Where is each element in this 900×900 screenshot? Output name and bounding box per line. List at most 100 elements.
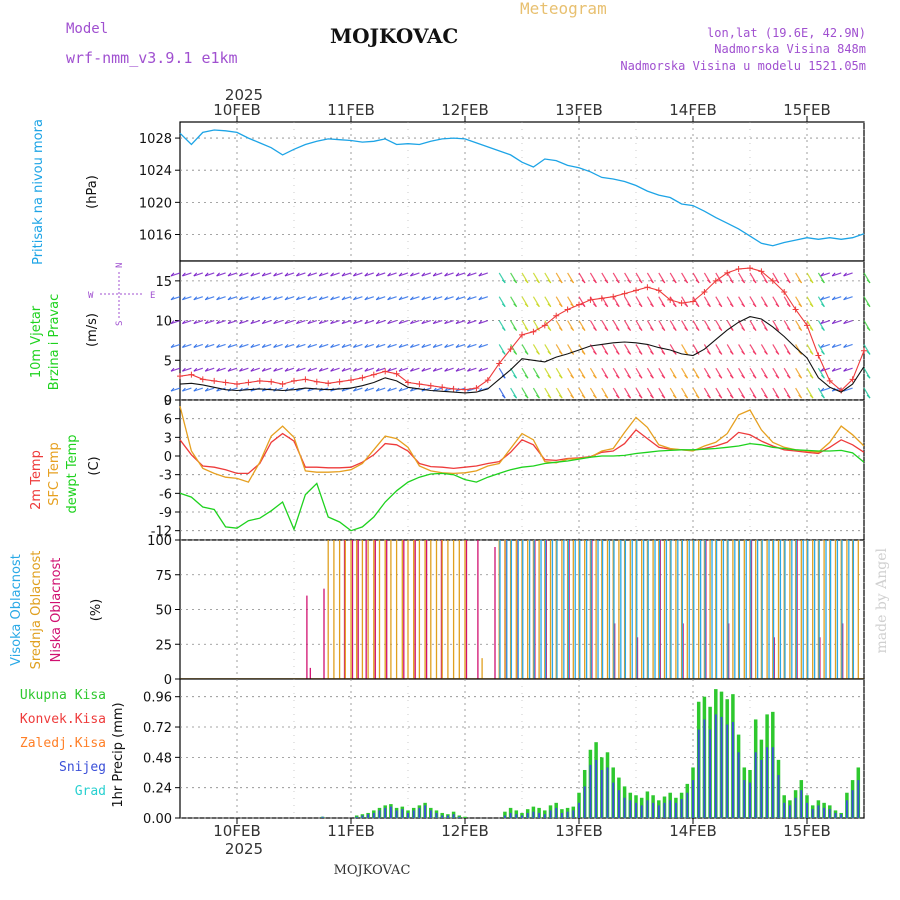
wind-arrow xyxy=(296,320,306,325)
wind-arrowhead xyxy=(798,303,802,308)
wind-arrowhead xyxy=(695,327,700,331)
wind-arrow xyxy=(216,367,226,372)
wind-arrow xyxy=(410,320,420,325)
precip-panel: 0.00 0.24 0.48 0.72 0.96 xyxy=(143,678,865,827)
wind-gust-marker xyxy=(256,377,263,384)
wind-arrowhead xyxy=(250,296,255,301)
wind-arrowhead xyxy=(216,320,220,324)
wind-arrow xyxy=(478,320,488,325)
wind-arrow xyxy=(227,272,238,277)
wind-arrowhead xyxy=(467,367,471,372)
wind-arrow xyxy=(398,320,409,325)
precip-snow-bar xyxy=(384,807,387,818)
wind-arrowhead xyxy=(410,296,414,301)
wind-arrow xyxy=(284,272,295,277)
wind-arrow xyxy=(319,343,329,348)
wind-arrowhead xyxy=(661,351,666,355)
wind-arrowhead xyxy=(627,351,631,355)
wind-arrowhead xyxy=(547,351,552,355)
wind-arrowhead xyxy=(170,272,175,277)
y-tick-label: 0 xyxy=(164,394,172,409)
wind-arrow xyxy=(410,367,420,372)
wind-gust-marker xyxy=(678,300,685,307)
wind-gust-marker xyxy=(450,385,457,392)
wind-arrowhead xyxy=(843,344,847,348)
wind-arrow xyxy=(843,272,853,277)
wind-gust-marker xyxy=(587,296,594,303)
wind-arrowhead xyxy=(204,320,209,324)
wind-arrowhead xyxy=(558,374,563,379)
wind-arrowhead xyxy=(661,327,666,331)
wind-arrow xyxy=(262,320,272,325)
wind-arrow xyxy=(170,387,181,392)
y-tick-label: 10 xyxy=(155,315,172,330)
wind-arrowhead xyxy=(239,296,243,301)
wind-arrow xyxy=(273,367,283,372)
bottom-day-label: 11FEB xyxy=(327,822,374,840)
wind-arrowhead xyxy=(524,279,529,284)
wind-arrow xyxy=(820,320,830,325)
precip-snow-bar xyxy=(709,729,712,818)
wind-arrowhead xyxy=(627,394,631,399)
wind-arrowhead xyxy=(843,367,847,372)
wind-arrowhead xyxy=(227,320,232,324)
legend-frz-rain: Zaledj.Kisa xyxy=(20,736,106,751)
wind-arrowhead xyxy=(718,374,723,379)
wind-arrowhead xyxy=(182,320,186,324)
wind-arrowhead xyxy=(432,367,437,372)
wind-panel: 0 5 10 15 xyxy=(155,260,871,409)
precip-snow-bar xyxy=(783,802,786,818)
temp2m-ylabel: 2m Temp xyxy=(29,450,44,510)
wind-arrow xyxy=(307,343,317,348)
wind-arrowhead xyxy=(524,303,529,308)
wind-arrowhead xyxy=(741,394,745,399)
wind-arrowhead xyxy=(284,272,289,277)
wind-arrow xyxy=(398,296,409,301)
wind-arrowhead xyxy=(615,374,620,379)
precip-snow-bar xyxy=(503,815,506,818)
wind-arrowhead xyxy=(684,351,688,355)
pressure-ylabel: Pritisak na nivou mora xyxy=(31,119,46,265)
wind-arrowhead xyxy=(764,303,768,308)
wind-arrowhead xyxy=(307,320,312,324)
temp2m-line xyxy=(179,429,865,475)
precip-snow-bar xyxy=(458,816,461,818)
wind-gust-marker xyxy=(701,288,708,295)
wind-arrow xyxy=(205,387,215,392)
wind-arrowhead xyxy=(650,279,654,284)
wind-arrowhead xyxy=(182,344,186,348)
wind-arrowhead xyxy=(866,327,871,331)
wind-arrowhead xyxy=(570,327,574,331)
wind-arrowhead xyxy=(307,367,312,372)
wind-arrowhead xyxy=(307,272,312,277)
wind-arrowhead xyxy=(432,344,437,348)
wind-arrow xyxy=(341,296,352,301)
wind-arrowhead xyxy=(341,296,346,301)
wind-arrowhead xyxy=(821,374,825,379)
wind-arrow xyxy=(341,320,352,325)
wind-arrow xyxy=(433,367,443,372)
wind-arrow xyxy=(239,343,249,348)
precip-snow-bar xyxy=(720,716,723,818)
y-tick-label: 75 xyxy=(155,569,172,584)
wind-arrowhead xyxy=(650,351,654,355)
wind-arrowhead xyxy=(501,351,506,355)
wind-arrow xyxy=(193,320,203,325)
bottom-day-label: 14FEB xyxy=(669,822,716,840)
wind-arrowhead xyxy=(821,351,825,355)
wind-arrowhead xyxy=(729,394,734,399)
bottom-day-label: 13FEB xyxy=(555,822,602,840)
wind-arrowhead xyxy=(661,303,666,308)
wind-arrowhead xyxy=(536,351,540,355)
wind-arrow xyxy=(239,320,249,325)
wind-arrow xyxy=(353,272,363,277)
wind-arrow xyxy=(376,387,386,392)
wind-arrowhead xyxy=(809,394,814,399)
wind-arrowhead xyxy=(182,387,186,392)
y-tick-label: 0.24 xyxy=(143,782,172,797)
wind-arrowhead xyxy=(318,320,323,324)
precip-snow-bar xyxy=(788,805,791,818)
sfc-ylabel: SFC Temp xyxy=(47,442,62,506)
bottom-day-label: 15FEB xyxy=(783,822,830,840)
wind-arrow xyxy=(433,272,443,277)
